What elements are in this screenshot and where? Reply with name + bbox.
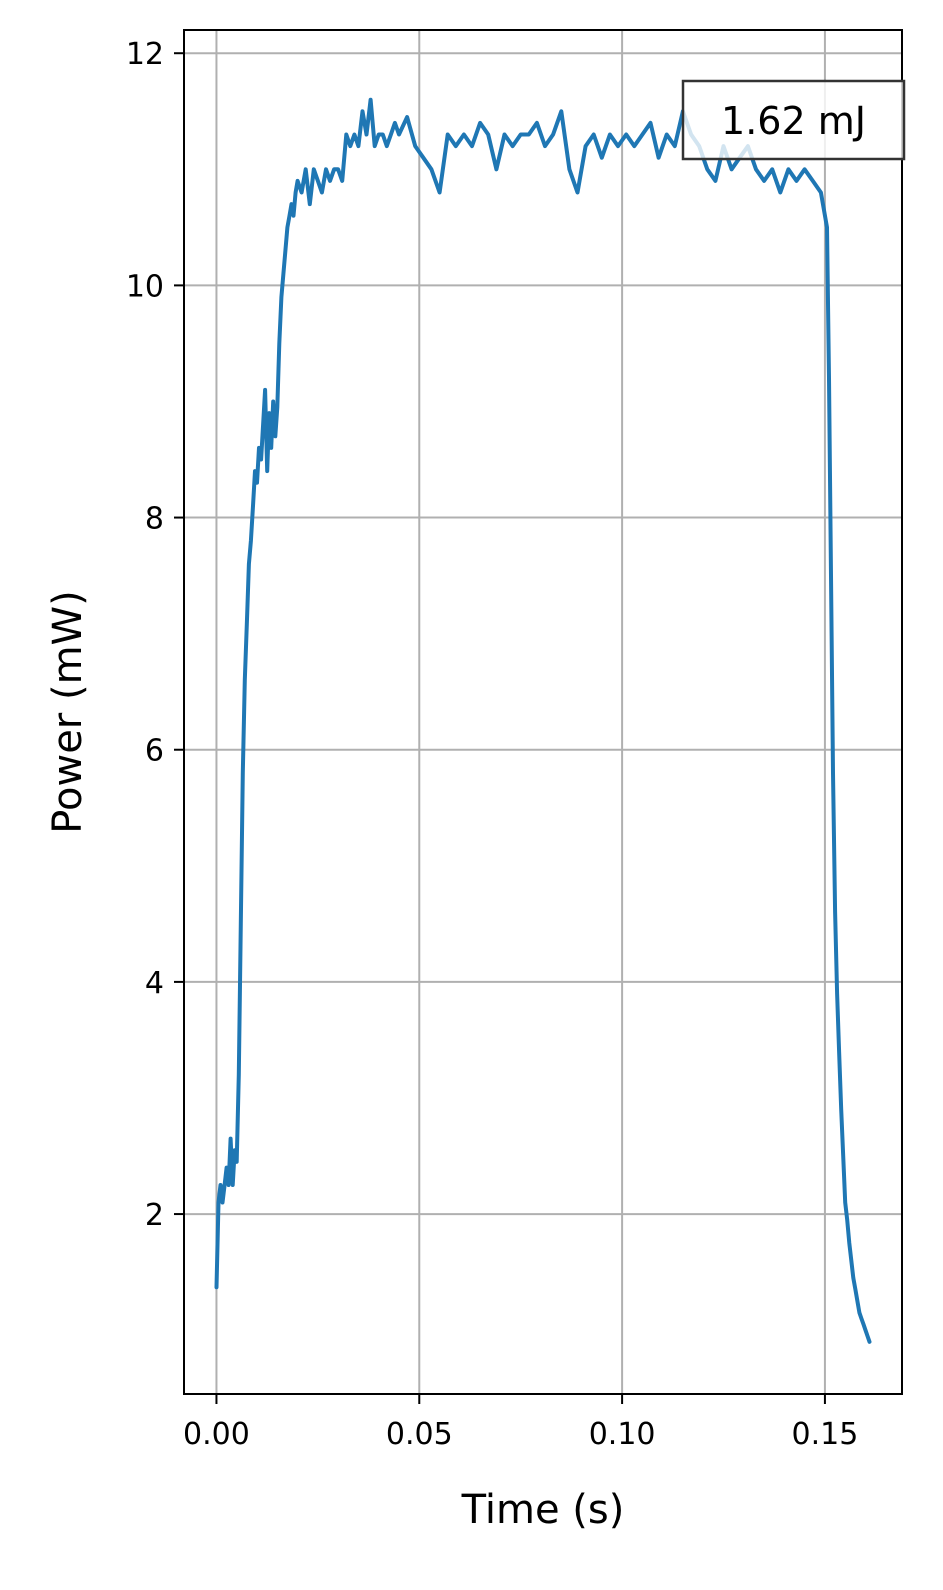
y-tick-label: 6	[145, 734, 164, 769]
x-tick-label: 0.05	[386, 1417, 453, 1452]
x-axis: 0.00 0.05 0.10 0.15	[183, 1394, 858, 1452]
y-axis-title: Power (mW)	[45, 590, 91, 833]
power-series-line	[214, 97, 872, 1344]
energy-annotation-box	[681, 79, 906, 161]
grid	[184, 30, 902, 1394]
y-tick-label: 10	[126, 269, 164, 304]
x-axis-title: Time (s)	[461, 1487, 625, 1533]
y-tick-label: 2	[145, 1198, 164, 1233]
x-tick-label: 0.10	[589, 1417, 656, 1452]
energy-annotation: 1.62 mJ	[681, 79, 906, 161]
series-layer	[214, 97, 872, 1344]
y-axis: 2 4 6 8 10 12	[126, 37, 184, 1233]
plot-frame	[183, 29, 903, 1395]
x-tick-label: 0.00	[183, 1417, 250, 1452]
y-tick-label: 12	[126, 37, 164, 72]
x-tick-label: 0.15	[792, 1417, 859, 1452]
energy-annotation-text: 1.62 mJ	[721, 99, 866, 143]
y-tick-label: 8	[145, 502, 164, 537]
y-tick-label: 4	[145, 966, 164, 1001]
